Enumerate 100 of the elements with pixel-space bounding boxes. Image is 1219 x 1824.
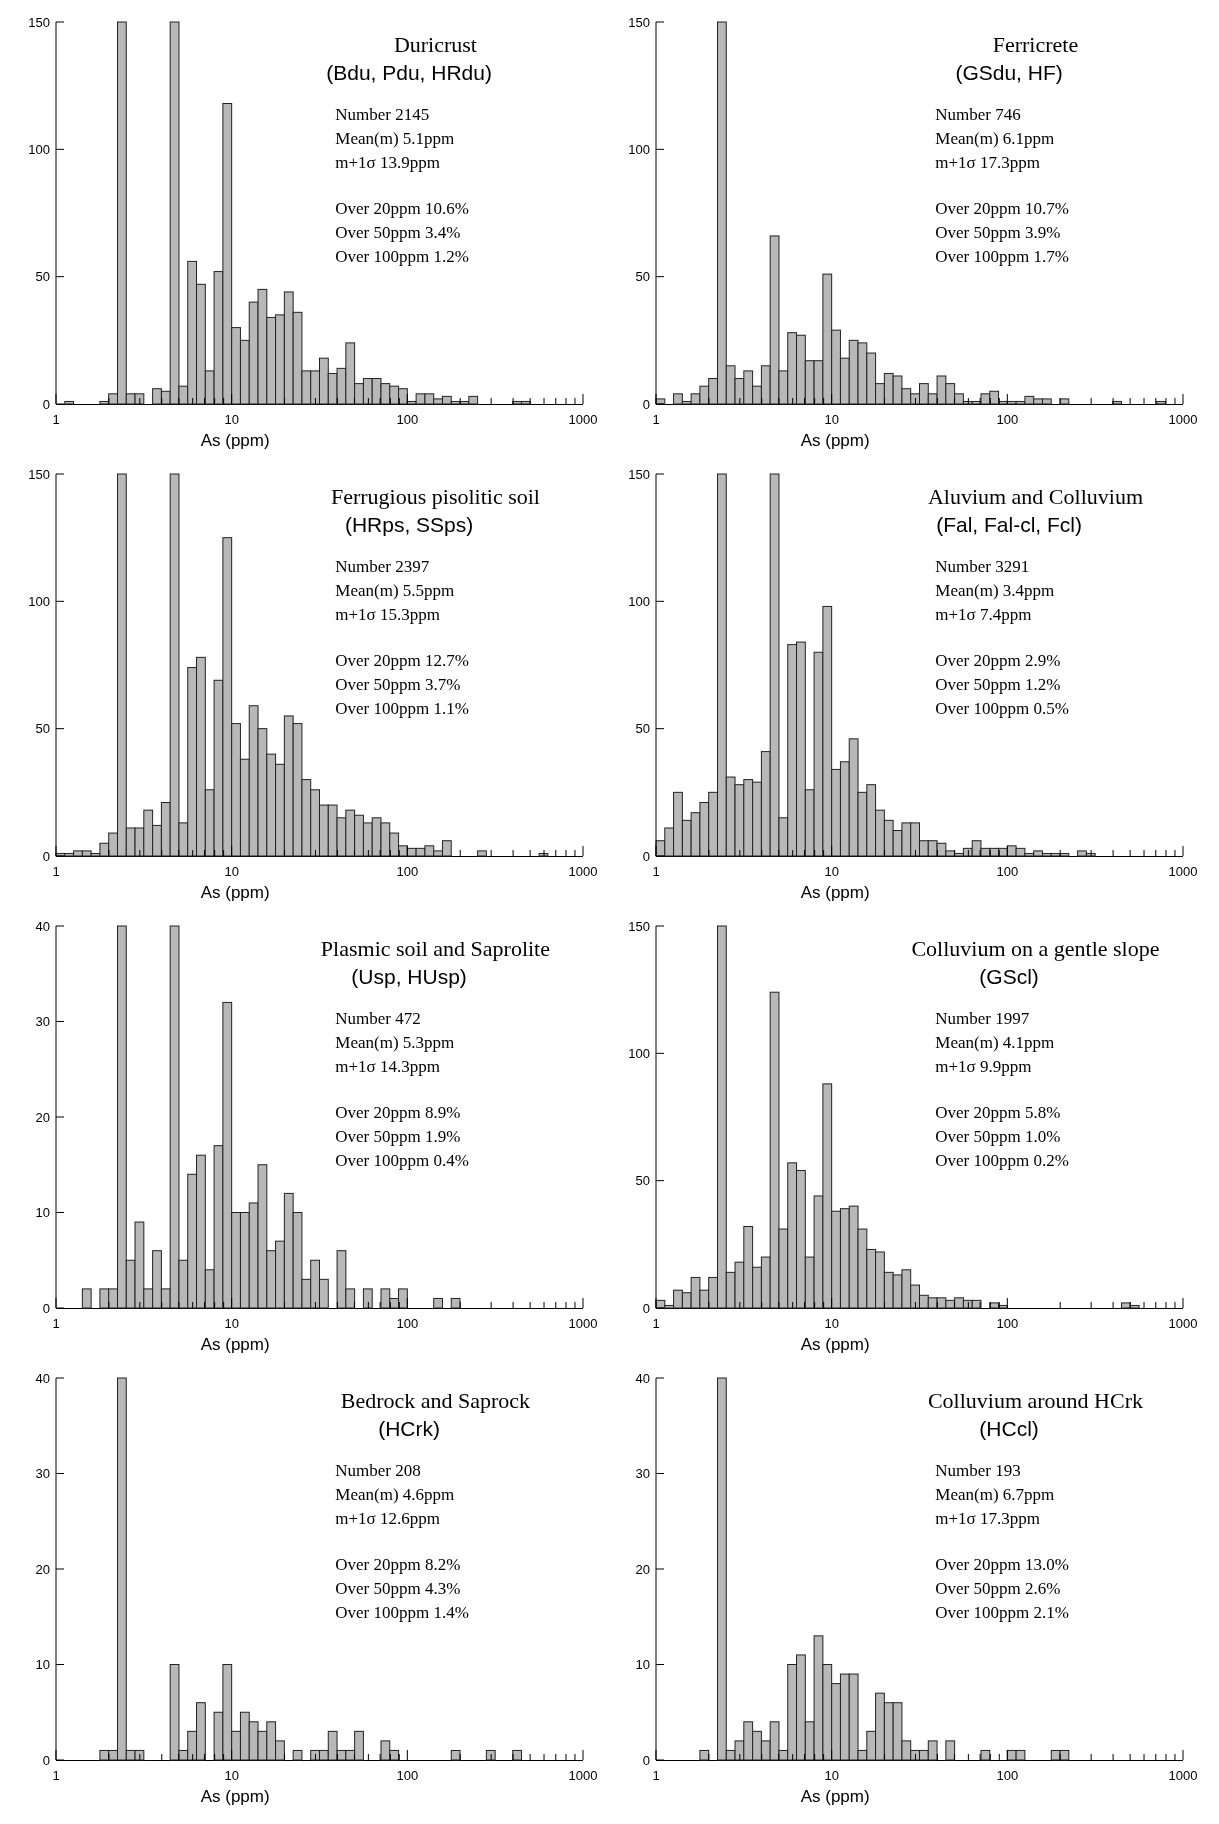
y-tick-label: 50	[635, 269, 650, 285]
text: Bedrock and Saprock	[340, 1388, 531, 1413]
annotation: Mean(m) 3.4ppm	[935, 581, 1055, 600]
annotation: Over 50ppm 1.0%	[935, 1127, 1061, 1146]
y-tick-label: 10	[35, 1205, 50, 1221]
text: Duricrust	[393, 32, 477, 57]
text: Colluvium on a gentle slope	[911, 936, 1160, 961]
annotation: Over 100ppm 0.5%	[935, 699, 1069, 718]
annotation: Mean(m) 4.6ppm	[335, 1485, 455, 1504]
annotation: Number 208	[335, 1461, 421, 1480]
annotation: m+1σ 12.6ppm	[335, 1509, 441, 1528]
annotation: Number 193	[935, 1461, 1021, 1480]
text: (Usp, HUsp)	[351, 965, 467, 988]
x-tick-label: 1000	[1168, 864, 1198, 879]
annotation: Over 100ppm 2.1%	[935, 1603, 1069, 1622]
y-tick-label: 100	[628, 1045, 650, 1061]
x-tick-label: 100	[996, 412, 1019, 427]
annotation: m+1σ 7.4ppm	[935, 605, 1032, 624]
y-tick-label: 20	[35, 1109, 50, 1125]
x-tick-label: 100	[996, 1768, 1019, 1783]
y-tick-label: 150	[628, 466, 650, 482]
x-tick-label: 100	[396, 1768, 419, 1783]
annotation: Mean(m) 4.1ppm	[935, 1033, 1055, 1052]
annotation: m+1σ 15.3ppm	[335, 605, 441, 624]
x-tick-label: 1	[652, 412, 660, 427]
y-tick-label: 0	[642, 1752, 650, 1768]
y-tick-label: 0	[42, 848, 50, 864]
annotation: Over 20ppm 13.0%	[935, 1555, 1069, 1574]
x-tick-label: 100	[396, 864, 419, 879]
x-tick-label: 1	[52, 864, 60, 879]
annotation: Over 100ppm 1.2%	[335, 247, 469, 266]
annotation: m+1σ 9.9ppm	[935, 1057, 1032, 1076]
x-axis-title: As (ppm)	[200, 1787, 270, 1806]
annotation: Over 20ppm 12.7%	[335, 651, 469, 670]
y-tick-label: 50	[35, 269, 50, 285]
annotation: Over 50ppm 1.9%	[335, 1127, 461, 1146]
text: Colluvium around HCrk	[927, 1388, 1143, 1413]
x-tick-label: 10	[824, 412, 839, 427]
x-tick-label: 1000	[568, 1768, 598, 1783]
x-tick-label: 1000	[568, 864, 598, 879]
x-axis-title: As (ppm)	[200, 431, 270, 450]
x-axis-title: As (ppm)	[800, 431, 870, 450]
x-tick-label: 1000	[1168, 1768, 1198, 1783]
text: (Fal, Fal-cl, Fcl)	[936, 513, 1082, 536]
text: (HRps, SSps)	[344, 513, 474, 536]
x-tick-label: 100	[996, 864, 1019, 879]
y-tick-label: 10	[635, 1657, 650, 1673]
annotation: Over 50ppm 3.9%	[935, 223, 1061, 242]
y-tick-label: 50	[635, 1173, 650, 1189]
x-tick-label: 1	[52, 1316, 60, 1331]
y-tick-label: 100	[628, 141, 650, 157]
annotation: Over 50ppm 2.6%	[935, 1579, 1061, 1598]
annotation: m+1σ 17.3ppm	[935, 1509, 1041, 1528]
x-tick-label: 1000	[1168, 1316, 1198, 1331]
annotation: Over 20ppm 5.8%	[935, 1103, 1061, 1122]
annotation: Over 100ppm 1.1%	[335, 699, 469, 718]
text: (HCrk)	[378, 1417, 440, 1440]
annotation: Over 20ppm 8.9%	[335, 1103, 461, 1122]
y-tick-label: 40	[35, 918, 50, 934]
x-tick-label: 1	[652, 1316, 660, 1331]
x-tick-label: 100	[996, 1316, 1019, 1331]
x-tick-label: 1	[652, 1768, 660, 1783]
annotation: Over 50ppm 1.2%	[935, 675, 1061, 694]
x-tick-label: 100	[396, 1316, 419, 1331]
annotation: Over 20ppm 8.2%	[335, 1555, 461, 1574]
annotation: Over 100ppm 0.4%	[335, 1151, 469, 1170]
annotation: Mean(m) 5.5ppm	[335, 581, 455, 600]
y-tick-label: 30	[635, 1466, 650, 1482]
x-tick-label: 10	[824, 1316, 839, 1331]
annotation: Number 3291	[935, 557, 1030, 576]
x-axis-title: As (ppm)	[800, 883, 870, 902]
text: Ferricrete	[992, 32, 1079, 57]
annotation: Over 20ppm 10.6%	[335, 199, 469, 218]
annotation: Mean(m) 5.3ppm	[335, 1033, 455, 1052]
annotation: Mean(m) 5.1ppm	[335, 129, 455, 148]
y-tick-label: 40	[635, 1370, 650, 1386]
annotation: Over 20ppm 2.9%	[935, 651, 1061, 670]
y-tick-label: 150	[28, 14, 50, 30]
annotation: Number 1997	[935, 1009, 1030, 1028]
annotation: m+1σ 14.3ppm	[335, 1057, 441, 1076]
annotation: Over 50ppm 3.7%	[335, 675, 461, 694]
y-tick-label: 150	[628, 918, 650, 934]
text: (HCcl)	[979, 1417, 1039, 1440]
annotation: Number 746	[935, 105, 1021, 124]
annotation: Over 50ppm 3.4%	[335, 223, 461, 242]
y-tick-label: 30	[35, 1466, 50, 1482]
x-tick-label: 10	[224, 1316, 239, 1331]
x-axis-title: As (ppm)	[800, 1787, 870, 1806]
y-tick-label: 20	[635, 1561, 650, 1577]
annotation: Over 100ppm 0.2%	[935, 1151, 1069, 1170]
annotation: m+1σ 17.3ppm	[935, 153, 1041, 172]
y-tick-label: 50	[635, 721, 650, 737]
y-tick-label: 0	[642, 848, 650, 864]
annotation: Over 100ppm 1.7%	[935, 247, 1069, 266]
y-tick-label: 0	[642, 1300, 650, 1316]
y-tick-label: 0	[42, 396, 50, 412]
annotation: Mean(m) 6.1ppm	[935, 129, 1055, 148]
x-tick-label: 10	[224, 864, 239, 879]
text: (GSdu, HF)	[955, 61, 1063, 84]
y-tick-label: 0	[642, 396, 650, 412]
